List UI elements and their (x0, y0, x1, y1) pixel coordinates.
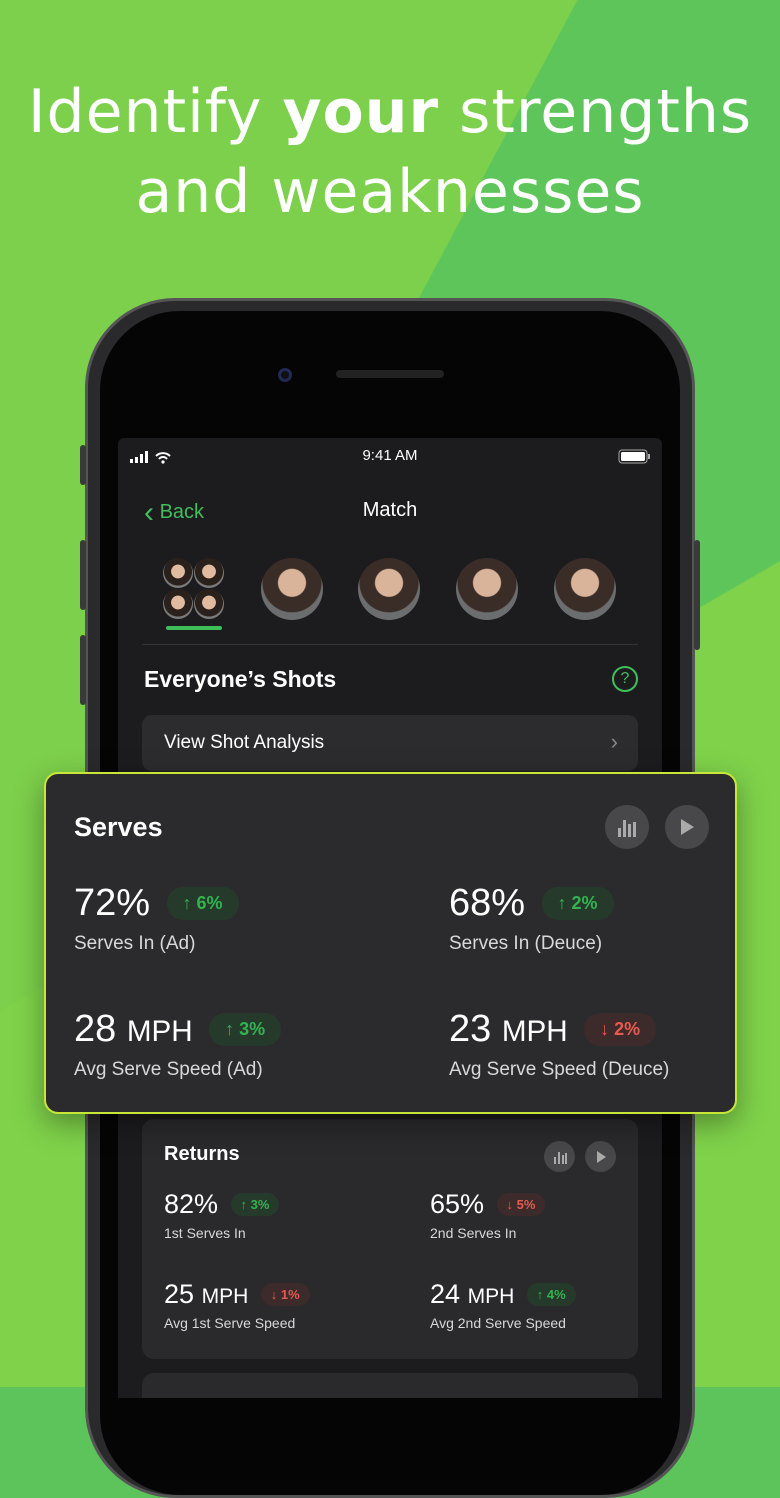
metric-label: 1st Serves In (164, 1225, 246, 1241)
speaker (336, 370, 444, 378)
change-badge: ↑ 2% (541, 887, 614, 920)
metric-value: 68% (449, 882, 526, 924)
help-icon[interactable]: ? (612, 666, 638, 692)
headline-line2: and weaknesses (135, 157, 645, 227)
phone-button (694, 540, 700, 650)
status-bar: 9:41 AM (118, 446, 662, 470)
signal-wifi-icon (130, 451, 171, 464)
metric: 28 MPH ↑ 3% Avg Serve Speed (Ad) (74, 1008, 282, 1081)
change-badge: ↑ 6% (166, 887, 239, 920)
metric-label: Avg 2nd Serve Speed (430, 1315, 566, 1331)
metric-value: 82% (164, 1189, 219, 1219)
metric: 65% ↓ 5% 2nd Serves In (430, 1189, 546, 1241)
change-badge: ↑ 4% (526, 1283, 576, 1306)
metric-label: Avg Serve Speed (Deuce) (449, 1059, 670, 1080)
serves-card: Serves 72% ↑ 6% Serves In (Ad) 68% ↑ 2% S… (44, 772, 737, 1114)
card-title: Returns (164, 1143, 240, 1165)
change-badge: ↑ 3% (209, 1013, 282, 1046)
phone-button (80, 540, 86, 610)
metric-value: 72% (74, 882, 151, 924)
headline: Identify your strengths and weaknesses (0, 72, 780, 232)
back-button[interactable]: ‹ Back (144, 496, 204, 530)
change-badge: ↓ 5% (496, 1193, 546, 1216)
back-label: Back (159, 501, 205, 523)
metric-value: 23 MPH (449, 1008, 568, 1050)
metric-value: 28 MPH (74, 1008, 193, 1050)
metric: 68% ↑ 2% Serves In (Deuce) (449, 882, 614, 955)
avatar[interactable] (261, 558, 323, 620)
metric-label: Avg Serve Speed (Ad) (74, 1059, 263, 1080)
metric: 72% ↑ 6% Serves In (Ad) (74, 882, 239, 955)
metric: 25 MPH ↓ 1% Avg 1st Serve Speed (164, 1279, 310, 1331)
headline-bold: your (282, 77, 440, 147)
phone-button (80, 445, 86, 485)
card-title: Serves (74, 812, 163, 842)
camera (278, 368, 292, 382)
view-label: View Shot Analysis (164, 732, 325, 753)
metric-value: 65% (430, 1189, 485, 1219)
divider (142, 644, 638, 645)
play-icon[interactable] (585, 1141, 616, 1172)
metric-label: Serves In (Deuce) (449, 933, 603, 954)
chevron-right-icon: › (610, 729, 618, 754)
page-title: Match (362, 499, 418, 521)
metric-value: 24 MPH (430, 1279, 515, 1309)
bar-chart-icon[interactable] (544, 1141, 575, 1172)
bar-chart-icon[interactable] (605, 805, 649, 849)
battery-icon (618, 449, 650, 464)
avatar[interactable] (554, 558, 616, 620)
metric-value: 25 MPH (164, 1279, 249, 1309)
player-selector (118, 558, 662, 628)
phone-button (80, 635, 86, 705)
metric: 23 MPH ↓ 2% Avg Serve Speed (Deuce) (449, 1008, 669, 1081)
avatar[interactable] (358, 558, 420, 620)
status-time: 9:41 AM (362, 447, 418, 464)
section-title: Everyone’s Shots (144, 666, 337, 692)
avatar[interactable] (456, 558, 518, 620)
change-badge: ↑ 3% (230, 1193, 280, 1216)
next-card (142, 1373, 638, 1398)
chevron-left-icon: ‹ (144, 496, 154, 529)
selected-indicator (166, 626, 222, 630)
metric-label: Avg 1st Serve Speed (164, 1315, 296, 1331)
metric-label: Serves In (Ad) (74, 933, 196, 954)
headline-text: strengths (439, 77, 753, 147)
metric: 82% ↑ 3% 1st Serves In (164, 1189, 280, 1241)
view-shot-analysis-button[interactable]: View Shot Analysis › (142, 715, 638, 771)
returns-card: Returns 82% ↑ 3% 1st Serves In 65% ↓ 5% 2… (142, 1119, 638, 1359)
change-badge: ↓ 1% (260, 1283, 310, 1306)
change-badge: ↓ 2% (584, 1013, 657, 1046)
play-icon[interactable] (665, 805, 709, 849)
avatar-everyone[interactable] (163, 558, 225, 620)
metric: 24 MPH ↑ 4% Avg 2nd Serve Speed (430, 1279, 576, 1331)
metric-label: 2nd Serves In (430, 1225, 517, 1241)
headline-text: Identify (27, 77, 283, 147)
